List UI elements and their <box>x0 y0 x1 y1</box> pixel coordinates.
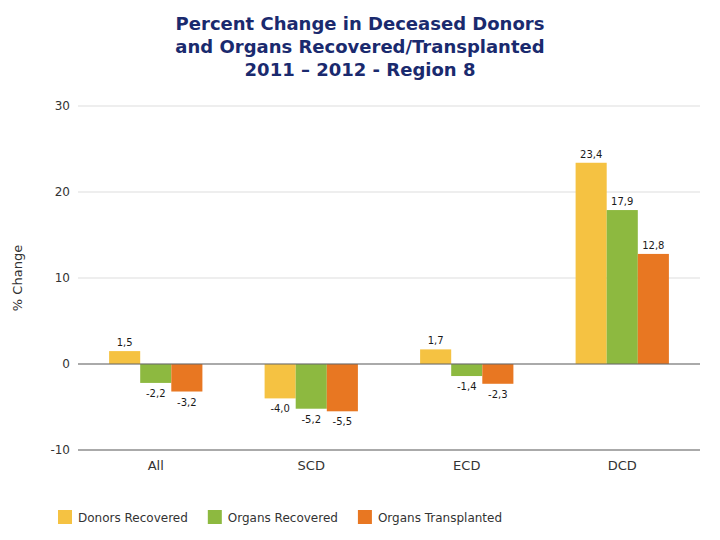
legend-label: Organs Transplanted <box>378 511 502 525</box>
title-line: and Organs Recovered/Transplanted <box>175 36 544 57</box>
bar <box>451 364 482 376</box>
grid-line <box>78 450 700 451</box>
zero-line <box>78 364 700 365</box>
bar <box>576 163 607 364</box>
bar <box>420 349 451 364</box>
data-label: 12,8 <box>642 240 664 251</box>
data-label: 23,4 <box>580 149 602 160</box>
bar <box>482 364 513 384</box>
legend-swatch <box>358 510 372 524</box>
x-tick-label: DCD <box>608 458 637 473</box>
legend-swatch <box>208 510 222 524</box>
legend-item: Organs Transplanted <box>358 510 502 525</box>
legend-label: Organs Recovered <box>228 511 338 525</box>
y-ticks: -10 0 10 20 30 <box>50 99 70 457</box>
x-ticks: All SCD ECD DCD <box>148 458 637 473</box>
chart: Percent Change in Deceased Donorsand Org… <box>0 0 720 540</box>
bar <box>607 210 638 364</box>
grid <box>78 106 700 450</box>
data-label: -4,0 <box>270 403 290 414</box>
grid-line <box>78 106 700 107</box>
data-label: 1,5 <box>117 337 133 348</box>
title-line: Percent Change in Deceased Donors <box>176 13 545 34</box>
legend-item: Donors Recovered <box>58 510 188 525</box>
bar <box>140 364 171 383</box>
bars <box>109 163 669 412</box>
data-label: 17,9 <box>611 196 633 207</box>
y-tick-label: 20 <box>55 185 70 199</box>
bar <box>171 364 202 392</box>
grid-line <box>78 364 700 365</box>
y-axis-label: % Change <box>10 245 25 311</box>
y-tick-label: 0 <box>62 357 70 371</box>
bar <box>296 364 327 409</box>
x-tick-label: ECD <box>453 458 480 473</box>
data-labels: 1,5 -4,0 1,7 23,4 -2,2 -5,2 -1,4 17,9 -3,2 -5,5 -2… <box>117 149 665 428</box>
legend-swatch <box>58 510 72 524</box>
legend-label: Donors Recovered <box>78 511 188 525</box>
legend: Donors Recovered Organs Recovered Organs T… <box>58 510 502 525</box>
data-label: -3,2 <box>177 397 197 408</box>
data-label: -1,4 <box>457 381 477 392</box>
bar <box>265 364 296 398</box>
data-label: -2,2 <box>146 388 166 399</box>
title: Percent Change in Deceased Donorsand Org… <box>175 13 544 80</box>
x-tick-label: All <box>148 458 164 473</box>
data-label: -5,5 <box>333 416 353 427</box>
y-tick-label: 10 <box>55 271 70 285</box>
title-line: 2011 – 2012 - Region 8 <box>245 59 476 80</box>
x-axis-line <box>78 450 700 451</box>
grid-line <box>78 192 700 193</box>
data-label: -5,2 <box>301 414 321 425</box>
y-tick-label: -10 <box>50 443 70 457</box>
x-tick-label: SCD <box>298 458 325 473</box>
bar <box>327 364 358 411</box>
y-tick-label: 30 <box>55 99 70 113</box>
data-label: 1,7 <box>428 335 444 346</box>
data-label: -2,3 <box>488 389 508 400</box>
legend-item: Organs Recovered <box>208 510 338 525</box>
bar <box>109 351 140 364</box>
bar <box>638 254 669 364</box>
